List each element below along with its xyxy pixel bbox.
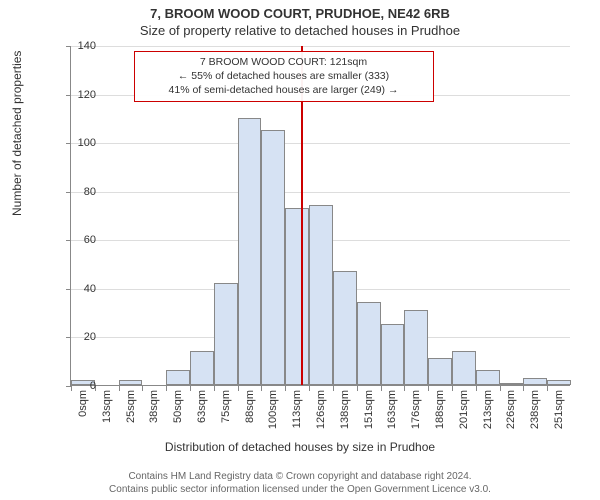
xtick-mark [190,386,191,391]
footer-line-2: Contains public sector information licen… [0,484,600,497]
xtick-mark [381,386,382,391]
xtick-label: 226sqm [505,390,517,429]
xtick-label: 25sqm [125,390,137,423]
y-axis-label: Number of detached properties [10,51,24,216]
histogram-bar [381,324,405,385]
histogram-bar [261,130,285,385]
histogram-bar [357,302,381,385]
histogram-bar [119,380,143,385]
histogram-bar [166,370,190,385]
xtick-label: 126sqm [315,390,327,429]
gridline [71,46,570,47]
xtick-label: 163sqm [386,390,398,429]
xtick-mark [119,386,120,391]
xtick-label: 88sqm [244,390,256,423]
xtick-label: 113sqm [291,390,303,428]
xtick-label: 151sqm [363,390,375,429]
xtick-mark [261,386,262,391]
callout-line: 7 BROOM WOOD COURT: 121sqm [141,55,427,69]
gridline [71,143,570,144]
xtick-mark [238,386,239,391]
footer-attribution: Contains HM Land Registry data © Crown c… [0,471,600,496]
xtick-label: 188sqm [434,390,446,429]
xtick-mark [547,386,548,391]
xtick-label: 50sqm [172,390,184,423]
ytick-label: 20 [66,331,96,343]
chart-title-main: 7, BROOM WOOD COURT, PRUDHOE, NE42 6RB [0,0,600,21]
x-axis-label: Distribution of detached houses by size … [0,440,600,454]
xtick-mark [357,386,358,391]
xtick-mark [523,386,524,391]
xtick-mark [404,386,405,391]
histogram-bar [214,283,238,385]
xtick-label: 100sqm [267,390,279,429]
histogram-bar [523,378,547,385]
xtick-mark [476,386,477,391]
callout-box: 7 BROOM WOOD COURT: 121sqm← 55% of detac… [134,51,434,102]
histogram-bar [500,383,524,385]
ytick-label: 100 [66,137,96,149]
xtick-label: 213sqm [482,390,494,429]
histogram-bar [333,271,357,385]
histogram-bar [547,380,571,385]
xtick-label: 13sqm [101,390,113,423]
ytick-label: 80 [66,186,96,198]
chart-title-sub: Size of property relative to detached ho… [0,21,600,38]
callout-line: 41% of semi-detached houses are larger (… [141,83,427,97]
ytick-label: 40 [66,283,96,295]
xtick-mark [428,386,429,391]
histogram-bar [190,351,214,385]
chart-container: 7, BROOM WOOD COURT, PRUDHOE, NE42 6RB S… [0,0,600,500]
histogram-bar [309,205,333,385]
callout-line: ← 55% of detached houses are smaller (33… [141,69,427,83]
xtick-label: 38sqm [148,390,160,423]
ytick-label: 60 [66,234,96,246]
xtick-label: 176sqm [410,390,422,429]
xtick-label: 238sqm [529,390,541,429]
histogram-bar [285,208,309,385]
xtick-label: 75sqm [220,390,232,423]
plot-area: 0sqm13sqm25sqm38sqm50sqm63sqm75sqm88sqm1… [70,46,570,386]
xtick-mark [285,386,286,391]
xtick-mark [333,386,334,391]
xtick-mark [166,386,167,391]
histogram-bar [452,351,476,385]
gridline [71,192,570,193]
histogram-bar [428,358,452,385]
ytick-label: 0 [66,380,96,392]
xtick-mark [452,386,453,391]
xtick-label: 201sqm [458,390,470,429]
xtick-mark [500,386,501,391]
footer-line-1: Contains HM Land Registry data © Crown c… [0,471,600,484]
ytick-label: 120 [66,89,96,101]
histogram-bar [476,370,500,385]
xtick-label: 251sqm [553,390,565,429]
histogram-bar [238,118,262,385]
xtick-mark [309,386,310,391]
histogram-bar [404,310,428,385]
xtick-label: 63sqm [196,390,208,423]
xtick-label: 138sqm [339,390,351,429]
ytick-label: 140 [66,40,96,52]
xtick-mark [214,386,215,391]
xtick-label: 0sqm [77,390,89,417]
xtick-mark [142,386,143,391]
